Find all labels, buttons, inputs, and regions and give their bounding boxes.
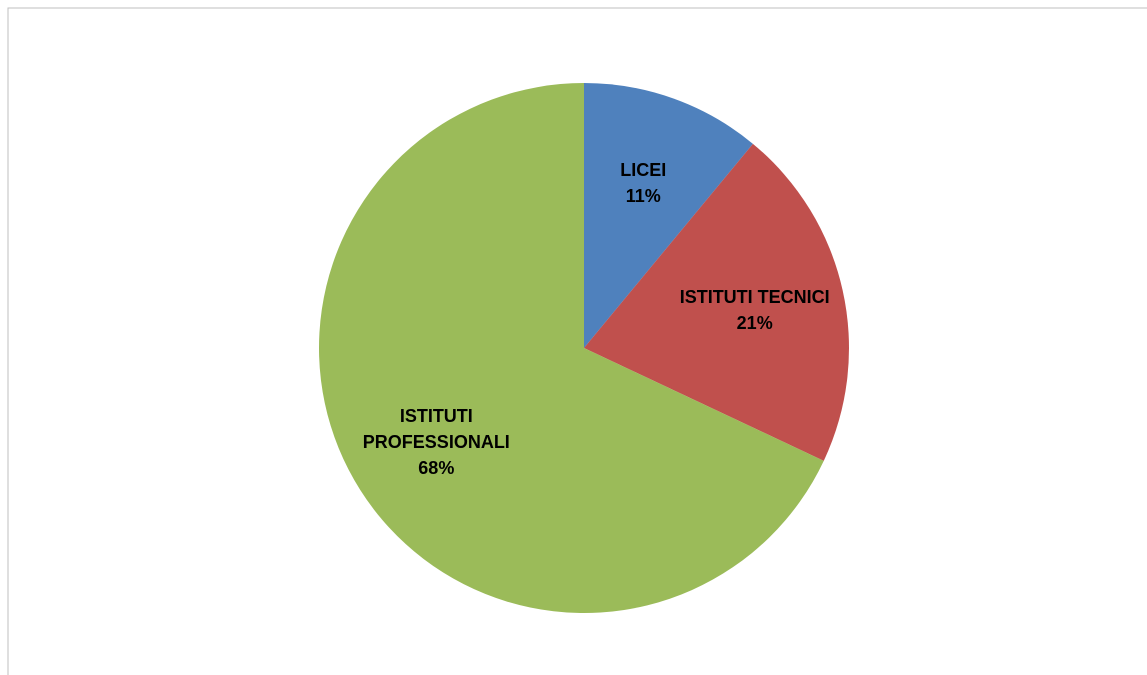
chart-frame <box>7 7 1147 675</box>
pie-slice <box>584 143 849 461</box>
pie-slice <box>318 83 824 613</box>
value-label: 11% <box>625 186 661 207</box>
slice-label: ISTITUTI PROFESSIONALI 68% <box>336 403 536 481</box>
category-label: ISTITUTI PROFESSIONALI <box>362 405 510 452</box>
slice-label: ISTITUTI TECNICI 21% <box>655 284 855 336</box>
slice-label: LICEI 11% <box>543 157 743 209</box>
category-label: LICEI <box>620 160 667 181</box>
value-label: 68% <box>418 457 455 478</box>
pie-slice <box>584 83 753 348</box>
value-label: 21% <box>736 312 773 333</box>
category-label: ISTITUTI TECNICI <box>679 286 830 307</box>
